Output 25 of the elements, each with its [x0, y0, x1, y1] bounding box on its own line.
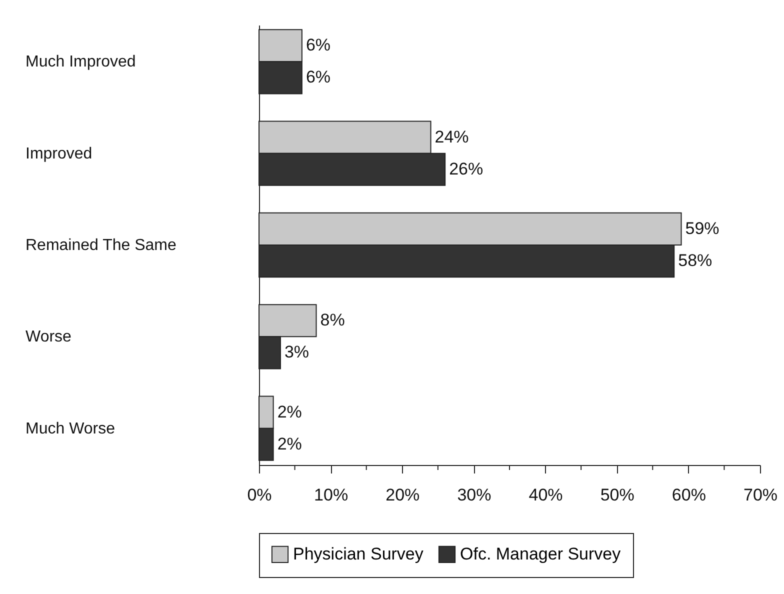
- data-label: 59%: [685, 218, 720, 238]
- y-tick-label: Remained The Same: [26, 237, 176, 254]
- x-tick-label: 30%: [457, 486, 492, 504]
- y-tick-label: Much Improved: [26, 54, 136, 71]
- x-tick-label: 0%: [247, 486, 272, 504]
- x-tick-label: 70%: [743, 486, 778, 504]
- legend-label: Ofc. Manager Survey: [460, 544, 622, 564]
- y-tick-label: Much Worse: [26, 420, 116, 438]
- data-label: 3%: [284, 342, 310, 362]
- y-tick-label: Improved: [26, 145, 92, 162]
- data-label: 58%: [678, 251, 712, 270]
- data-label: 8%: [320, 310, 345, 330]
- data-label: 6%: [306, 36, 331, 55]
- data-label: 24%: [434, 127, 469, 146]
- y-tick-label: Worse: [26, 328, 72, 346]
- data-label: 2%: [277, 402, 302, 422]
- x-tick-label: 10%: [314, 486, 348, 504]
- x-tick-label: 50%: [600, 486, 634, 504]
- legend-label: Physician Survey: [293, 544, 424, 564]
- x-tick-label: 20%: [386, 486, 420, 504]
- data-label: 6%: [306, 68, 331, 87]
- data-label: 26%: [449, 159, 484, 178]
- x-tick-label: 40%: [528, 486, 563, 504]
- x-tick-label: 60%: [672, 486, 706, 504]
- data-label: 2%: [277, 434, 302, 454]
